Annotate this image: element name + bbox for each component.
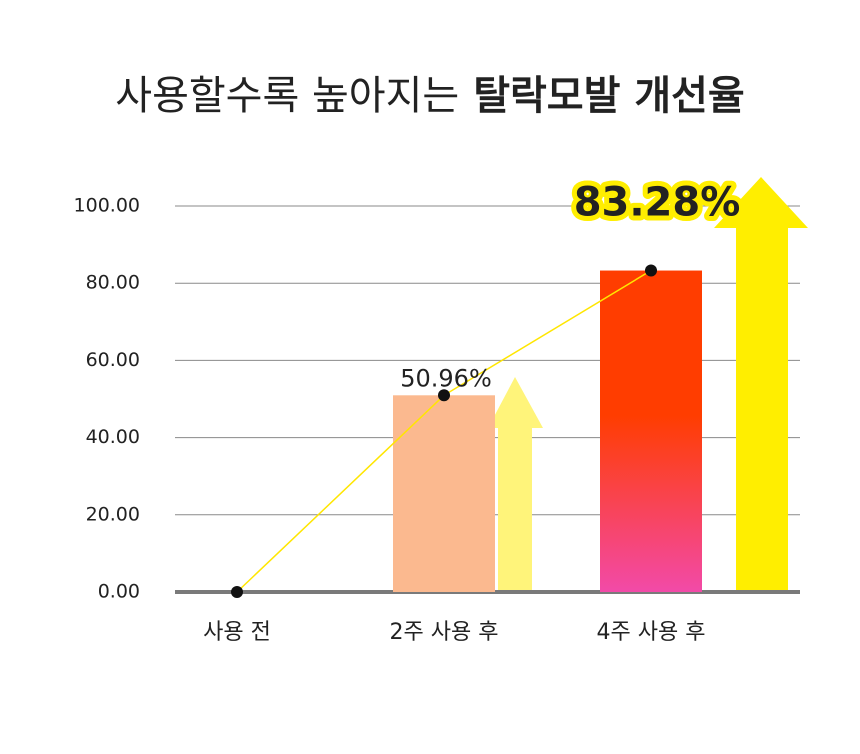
title-regular: 사용할수록 높아지는	[115, 73, 459, 119]
y-tick-label: 0.00	[98, 581, 140, 603]
bar	[393, 395, 495, 592]
arrow-decoration	[714, 177, 808, 590]
y-tick-label: 100.00	[74, 195, 140, 217]
y-tick-label: 80.00	[86, 272, 140, 294]
x-tick-label: 사용 전	[203, 620, 271, 645]
trend-point	[231, 586, 243, 598]
y-tick-label: 20.00	[86, 503, 140, 525]
x-tick-label: 2주 사용 후	[390, 620, 499, 645]
value-label: 83.28%	[574, 180, 741, 226]
trend-point	[645, 264, 657, 277]
y-tick-label: 40.00	[86, 426, 140, 448]
value-label: 50.96%	[400, 364, 492, 392]
x-tick-label: 4주 사용 후	[597, 620, 706, 645]
trend-point	[438, 389, 450, 402]
value-label-halo: 83.28%	[574, 180, 741, 226]
arrow-decoration	[488, 377, 543, 590]
bar	[600, 270, 702, 592]
chart-title: 사용할수록 높아지는 탈락모발 개선율	[115, 73, 744, 119]
y-tick-label: 60.00	[86, 349, 140, 371]
title-bold: 탈락모발 개선율	[473, 73, 745, 119]
